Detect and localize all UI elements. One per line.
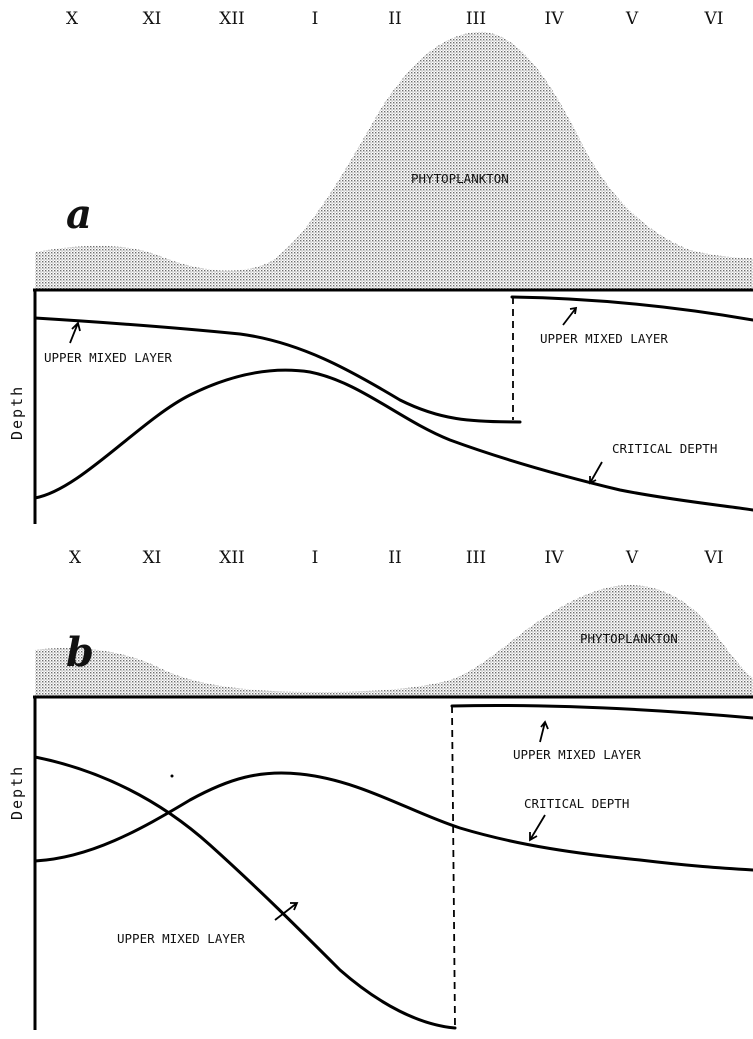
month-label: XI — [143, 548, 162, 568]
panel-b-upper-mixed-layer-label: UPPER MIXED LAYER — [513, 747, 641, 762]
panel-b-critical-depth-curve — [33, 771, 753, 872]
panel-a-upper-mixed-layer-label-2: UPPER MIXED LAYER — [540, 331, 668, 346]
month-label: XII — [219, 9, 245, 29]
month-label: V — [625, 548, 639, 568]
panel-a-phytoplankton-area — [35, 31, 753, 291]
panel-a-upper-mixed-layer-label: UPPER MIXED LAYER — [44, 350, 172, 365]
panel-b-letter: b — [66, 629, 94, 676]
month-label: II — [388, 9, 401, 29]
month-label: V — [625, 9, 639, 29]
month-label: X — [66, 9, 79, 29]
arrow-icon — [529, 814, 546, 842]
panel-a: X XI XII I II III IV V VI PHYTOPLANKTON … — [8, 9, 753, 524]
month-label: IV — [545, 548, 565, 568]
panel-b-phytoplankton-area — [35, 585, 753, 697]
panel-b-phytoplankton-label: PHYTOPLANKTON — [580, 631, 678, 646]
panel-a-upper-mixed-layer-spring-curve — [510, 295, 753, 322]
month-label: VI — [704, 548, 724, 568]
panel-b-upper-mixed-layer-label-2: UPPER MIXED LAYER — [117, 931, 245, 946]
month-label: XII — [219, 548, 245, 568]
panel-b-upper-mixed-layer-curve — [33, 755, 457, 1030]
arrow-icon — [274, 902, 299, 921]
month-label: IV — [545, 9, 565, 29]
month-label: XI — [143, 9, 162, 29]
panel-a-letter: a — [66, 191, 92, 238]
arrow-icon — [589, 461, 603, 485]
panel-a-upper-mixed-layer-curve — [33, 316, 522, 424]
panel-a-depth-label: Depth — [8, 385, 26, 440]
month-label: II — [388, 548, 401, 568]
panel-b-month-labels: X XI XII I II III IV V VI — [69, 548, 724, 568]
month-label: I — [312, 9, 319, 29]
arrow-icon — [562, 306, 578, 326]
panel-a-critical-depth-label: CRITICAL DEPTH — [612, 441, 717, 456]
panel-b-depth-label: Depth — [8, 765, 26, 820]
panel-b-critical-depth-label: CRITICAL DEPTH — [524, 796, 629, 811]
panel-a-critical-depth-curve — [33, 368, 753, 512]
arrow-icon — [69, 321, 81, 344]
arrow-icon — [539, 720, 549, 743]
panel-a-month-labels: X XI XII I II III IV V VI — [66, 9, 724, 29]
panel-b: X XI XII I II III IV V VI PHYTOPLANKTON … — [8, 548, 753, 1030]
panel-a-phytoplankton-label: PHYTOPLANKTON — [411, 171, 509, 186]
panel-b-upper-mixed-layer-spring-curve — [450, 704, 753, 720]
month-label: VI — [704, 9, 724, 29]
month-label: X — [69, 548, 82, 568]
stray-dot — [170, 774, 174, 778]
panel-b-stratification-line — [451, 705, 456, 1028]
month-label: III — [466, 548, 486, 568]
month-label: I — [312, 548, 319, 568]
month-label: III — [466, 9, 486, 29]
